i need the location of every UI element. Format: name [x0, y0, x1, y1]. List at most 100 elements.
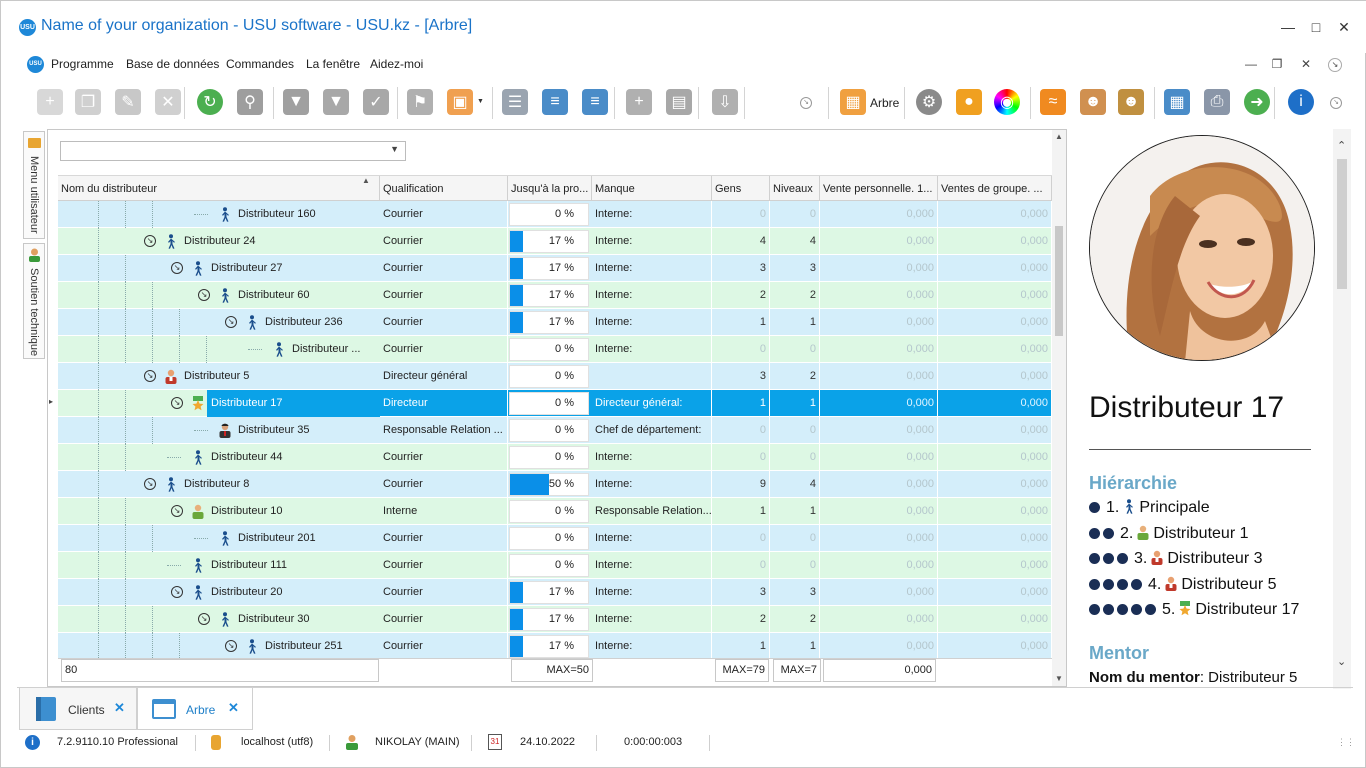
expand-toggle-icon[interactable]: ↘ [171, 397, 183, 409]
tree-collapse-button[interactable]: ≡ [578, 85, 612, 119]
settings-button[interactable]: ⚙ [912, 85, 946, 119]
arrow-right-button[interactable]: ➜ [1240, 85, 1274, 119]
table-row[interactable]: ↘ Distributeur 20 Courrier 17 % Interne: 3 3 0,… [58, 579, 1052, 606]
table-row[interactable]: Distributeur 201 Courrier 0 % Interne: 0 0 0,0… [58, 525, 1052, 552]
hierarchy-item[interactable]: 3. Distributeur 3 [1089, 548, 1263, 570]
profile-scroll-down-icon[interactable]: ⌄ [1337, 656, 1347, 668]
profile-scroll-thumb[interactable] [1337, 159, 1347, 289]
image-button[interactable]: ▣ [443, 85, 477, 119]
close-clients-tab-icon[interactable]: ✕ [114, 700, 125, 715]
menu-commandes[interactable]: Commandes [226, 57, 295, 71]
hierarchy-item[interactable]: 1. Principale [1089, 497, 1210, 519]
filter-check-button[interactable]: ✓ [359, 85, 393, 119]
tree-expand-button[interactable]: ≡ [538, 85, 572, 119]
table-row[interactable]: ↘ Distributeur 27 Courrier 17 % Interne: 3 3 0,… [58, 255, 1052, 282]
table-row[interactable]: ↘ Distributeur 10 Interne 0 % Responsable Re… [58, 498, 1052, 525]
scroll-up-icon[interactable]: ▲ [1055, 132, 1063, 141]
columns-button[interactable]: ☰ [498, 85, 532, 119]
menu-programme[interactable]: Programme [51, 57, 114, 71]
table-row[interactable]: Distributeur 35 Responsable Relation ... 0… [58, 417, 1052, 444]
copy-button[interactable]: ❐ [71, 85, 105, 119]
tab-menu-utilisateur[interactable]: Menu utilisateur [23, 131, 45, 239]
header-jusqu-a-la-pro[interactable]: Jusqu'à la pro... [508, 176, 592, 202]
menu-aidez-moi[interactable]: Aidez-moi [370, 57, 424, 71]
table-row[interactable]: Distributeur 160 Courrier 0 % Interne: 0 0 0,0… [58, 201, 1052, 228]
flag-button[interactable]: ⚑ [403, 85, 437, 119]
tab-soutien-technique[interactable]: Soutien technique [23, 243, 45, 359]
header-qualification[interactable]: Qualification [380, 176, 508, 202]
toolbar-collapse-icon[interactable]: ↘ [1330, 97, 1342, 109]
filter-dropdown[interactable]: ▼ [60, 141, 406, 161]
table-row[interactable]: Distributeur 111 Courrier 0 % Interne: 0 0 0,0… [58, 552, 1052, 579]
table-row[interactable]: ↘ Distributeur 8 Courrier 50 % Interne: 9 4 0,0… [58, 471, 1052, 498]
tab-clients[interactable]: Clients ✕ [19, 688, 137, 730]
expand-toggle-icon[interactable]: ↘ [225, 316, 237, 328]
map-pin-button[interactable]: ● [952, 85, 986, 119]
hierarchy-item[interactable]: 2. Distributeur 1 [1089, 523, 1249, 545]
mdi-collapse-icon[interactable]: ↘ [1328, 58, 1342, 72]
tab-arbre[interactable]: Arbre ✕ [137, 688, 253, 730]
table-row[interactable]: Distributeur ... Courrier 0 % Interne: 0 0 0,0… [58, 336, 1052, 363]
rss-button[interactable]: ≈ [1036, 85, 1070, 119]
expand-toggle-icon[interactable]: ↘ [144, 478, 156, 490]
grid-scroll-thumb[interactable] [1055, 226, 1063, 336]
table-row[interactable]: ↘ Distributeur 236 Courrier 17 % Interne: 1 1 0… [58, 309, 1052, 336]
header-vente-personnelle[interactable]: Vente personnelle. 1... [820, 176, 938, 202]
table-row[interactable]: Distributeur 44 Courrier 0 % Interne: 0 0 0,00… [58, 444, 1052, 471]
expand-toggle-icon[interactable]: ↘ [144, 370, 156, 382]
search-button[interactable]: ⚲ [233, 85, 267, 119]
table-row[interactable]: ↘ Distributeur 5 Directeur général 0 % 3 2 0,0… [58, 363, 1052, 390]
tree-button[interactable]: ▦ [836, 85, 870, 119]
download-button[interactable]: ⇩ [708, 85, 742, 119]
maximize-button[interactable]: □ [1311, 19, 1321, 35]
table-row[interactable]: ↘ Distributeur 251 Courrier 17 % Interne: 1 1 0… [58, 633, 1052, 660]
expand-toggle-icon[interactable]: ↘ [198, 613, 210, 625]
grid-scrollbar[interactable]: ▲ ▼ [1052, 130, 1066, 686]
print-button[interactable]: ⎙ [1200, 85, 1234, 119]
profile-scroll-up-icon[interactable]: ⌃ [1337, 140, 1347, 152]
header-nom-du-distributeur[interactable]: Nom du distributeur [58, 176, 380, 202]
close-arbre-tab-icon[interactable]: ✕ [228, 700, 239, 715]
header-niveaux[interactable]: Niveaux [770, 176, 820, 202]
scroll-down-icon[interactable]: ▼ [1055, 674, 1063, 683]
chevron-down-icon[interactable]: ▼ [390, 144, 399, 154]
expand-toggle-icon[interactable]: ↘ [144, 235, 156, 247]
menu-la-fenetre[interactable]: La fenêtre [306, 57, 361, 71]
users-button[interactable]: ☻ [1114, 85, 1148, 119]
table-row[interactable]: ↘ Distributeur 30 Courrier 17 % Interne: 2 2 0,… [58, 606, 1052, 633]
filter-settings-button[interactable]: ▼ [319, 85, 353, 119]
color-wheel-button[interactable]: ◉ [990, 85, 1024, 119]
expand-toggle-icon[interactable]: ↘ [171, 262, 183, 274]
mdi-close-button[interactable]: ✕ [1300, 57, 1312, 71]
hierarchy-item[interactable]: 5. Distributeur 17 [1089, 599, 1299, 621]
expand-toggle-icon[interactable]: ↘ [171, 505, 183, 517]
edit-button[interactable]: ✎ [111, 85, 145, 119]
toolbar-collapse-icon[interactable]: ↘ [800, 97, 812, 109]
expand-toggle-icon[interactable]: ↘ [198, 289, 210, 301]
add-button[interactable]: + [33, 85, 67, 119]
notes-button[interactable]: ▤ [662, 85, 696, 119]
mdi-restore-button[interactable]: ❐ [1271, 57, 1283, 71]
info-button[interactable]: i [1284, 85, 1318, 119]
table-row[interactable]: ↘ Distributeur 60 Courrier 17 % Interne: 2 2 0,… [58, 282, 1052, 309]
user-key-button[interactable]: ☻ [1076, 85, 1110, 119]
table-row[interactable]: ↘ Distributeur 24 Courrier 17 % Interne: 4 4 0,… [58, 228, 1052, 255]
table-button[interactable]: ▦ [1160, 85, 1194, 119]
image-dropdown-icon[interactable]: ▼ [477, 98, 484, 105]
profile-scrollbar[interactable]: ⌃ ⌄ [1333, 129, 1351, 689]
resize-grip-icon[interactable]: ⋮⋮ [1337, 737, 1355, 747]
hierarchy-item[interactable]: 4. Distributeur 5 [1089, 574, 1277, 596]
mdi-minimize-button[interactable]: — [1245, 57, 1257, 71]
header-manque[interactable]: Manque [592, 176, 712, 202]
add-row-button[interactable]: + [622, 85, 656, 119]
expand-toggle-icon[interactable]: ↘ [171, 586, 183, 598]
header-ventes-de-groupe[interactable]: Ventes de groupe. ... [938, 176, 1052, 202]
close-button[interactable]: ✕ [1338, 19, 1350, 35]
filter-button[interactable]: ▼ [279, 85, 313, 119]
minimize-button[interactable]: — [1281, 19, 1295, 35]
refresh-button[interactable]: ↻ [193, 85, 227, 119]
menu-base-de-donnees[interactable]: Base de données [126, 57, 220, 71]
header-gens[interactable]: Gens [712, 176, 770, 202]
delete-button[interactable]: ✕ [151, 85, 185, 119]
table-row[interactable]: ↘ Distributeur 17 Directeur 0 % Directeur gé… [58, 390, 1052, 417]
